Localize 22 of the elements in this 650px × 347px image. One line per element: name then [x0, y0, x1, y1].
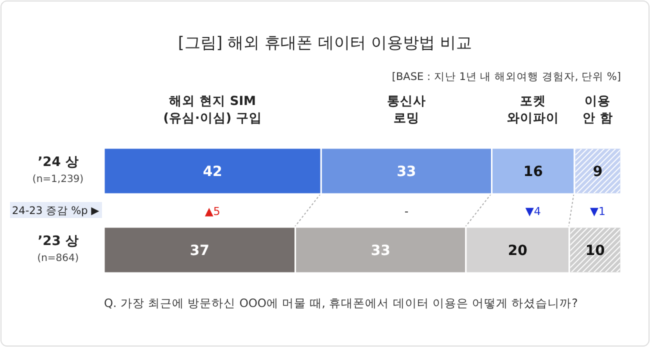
series-label: 해외 현지 SIM (유심·이심) 구입: [163, 93, 262, 125]
data-label: 33: [396, 164, 416, 180]
data-label: 9: [592, 164, 603, 180]
data-label: 20: [508, 243, 528, 259]
text: 24-23 증감 %p ▶: [12, 205, 100, 217]
annotation: ▼1: [590, 205, 606, 218]
y-tick-label: ’24 상 (n=1,239): [32, 155, 84, 185]
text: Q. 가장 최근에 방문하신 OOO에 머물 때, 휴대폰에서 데이터 이용은 어떻게 하셨습니까?: [104, 296, 578, 310]
data-label: 42: [202, 164, 222, 180]
annotation: ▲5: [204, 205, 220, 218]
chart-subtitle: [BASE : 지난 1년 내 해외여행 경험자, 단위 %]: [392, 71, 621, 83]
chart-title: [그림] 해외 휴대폰 데이터 이용방법 비교: [178, 33, 472, 52]
annotation: -: [404, 205, 408, 218]
y-tick-label: ’23 상 (n=864): [37, 234, 79, 264]
series-label: 포켓 와이파이: [507, 93, 560, 125]
data-label: 10: [585, 243, 606, 259]
annotation: ▼4: [525, 205, 541, 218]
series-label: 통신사 로밍: [386, 93, 426, 125]
data-label: 37: [190, 243, 210, 259]
series-label: 이용 안 함: [582, 93, 613, 125]
data-label: 16: [523, 164, 543, 180]
data-label: 33: [370, 243, 390, 259]
